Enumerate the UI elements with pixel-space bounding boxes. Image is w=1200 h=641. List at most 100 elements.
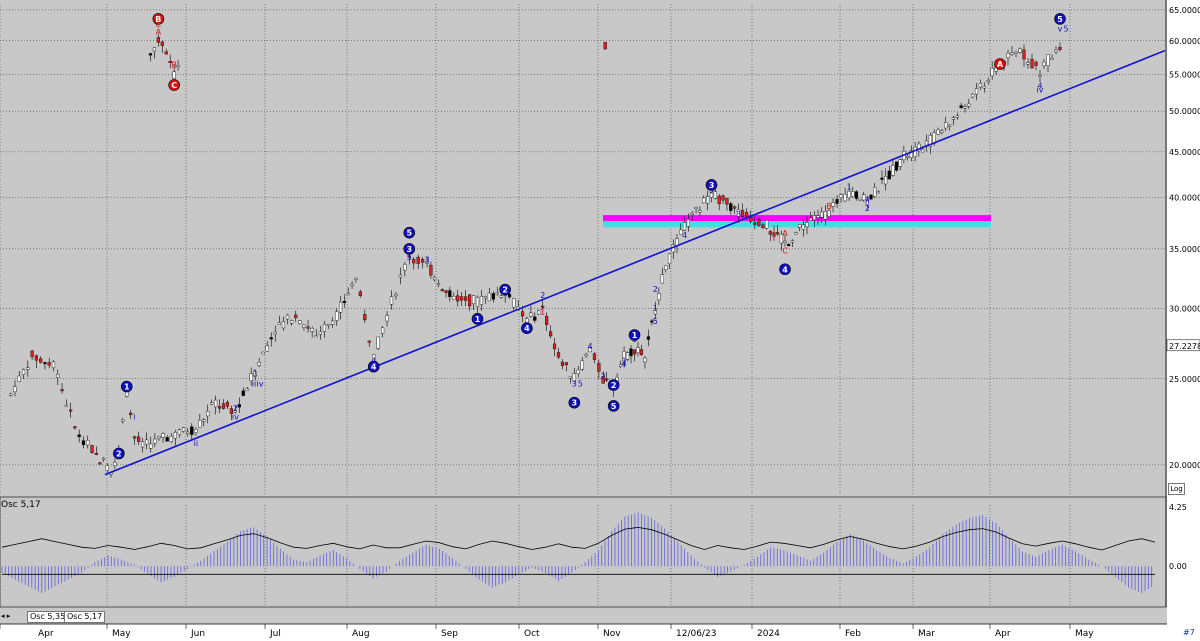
wave-label: 5 [578,380,583,389]
candle-body [835,199,839,204]
candle-body [51,361,56,369]
circled-wave-label: 2 [499,283,511,296]
candle-body [113,462,117,466]
candle-body [605,378,609,381]
candle-body [753,222,757,225]
wave-circle [607,379,620,391]
candle-body [342,301,347,303]
candle-body [81,440,86,445]
candle-body [298,320,302,324]
candle-body [650,320,654,323]
wave-circle-text: 4 [371,363,377,372]
wave-circle-text: 1 [475,315,481,324]
page-indicator: #7 [1183,628,1195,637]
circled-wave-label: 3 [403,243,416,255]
candle-body [285,314,290,320]
candle-body [990,68,994,77]
candle-body [801,224,805,230]
candle-body [1022,49,1026,60]
candle-body [39,358,43,363]
month-label: Sep [441,629,458,639]
candle-body [1046,54,1050,66]
current-price-box [1166,339,1200,352]
candle-body [153,438,157,444]
candle-body [749,216,753,222]
wave-circle-text: 2 [611,381,617,390]
candle-body [858,198,862,201]
candle-body [512,298,516,308]
candle-body [302,324,306,328]
candle-body [1050,57,1054,60]
month-label: Apr [995,629,1011,639]
wave-circle [403,243,416,255]
candle-body [809,217,813,221]
candle-body [779,234,783,244]
candle-body [552,343,557,350]
candle-body [740,210,745,217]
candle-body [253,371,257,377]
candle-body [265,345,269,352]
candle-body [86,439,90,446]
circled-wave-label: 2 [607,379,620,391]
circled-wave-label: C [168,79,180,91]
candle-body [102,457,106,460]
wave-label: 3 [736,210,741,219]
zone-cyan [603,221,991,228]
candle-body [736,209,741,217]
candle-body [483,296,488,299]
wave-label: 2 [540,291,545,300]
circled-wave-label: B [152,13,165,25]
wave-label: v [1058,24,1063,33]
candle-body [495,292,499,295]
candle-body [873,187,877,197]
wave-label: 2 [865,204,870,213]
candle-body [721,195,725,201]
wave-circle [168,79,180,91]
circled-wave-label: 3 [705,179,718,191]
wave-circle [1054,13,1066,25]
candle-body [917,143,921,152]
candle-body [94,452,98,455]
wave-circle [607,400,620,412]
candle-body [416,256,420,264]
candle-body [1030,58,1034,69]
tab-osc-5-35[interactable]: Osc 5,35 [27,611,69,623]
candle-body [717,195,721,205]
candle-body [1042,61,1046,66]
candle-body [660,274,664,284]
candle-body [456,295,460,302]
candle-body [560,361,565,366]
tab-scroll-arrows[interactable]: ◂ ▸ [1,612,11,620]
circled-wave-label: 3 [568,396,581,409]
candle-body [206,411,210,417]
candle-body [580,360,584,370]
candle-body [787,244,791,247]
month-label: 2024 [757,629,780,639]
candle-body [210,402,214,405]
wave-label: 1 [847,183,852,192]
candle-body [657,293,661,301]
candle-body [625,352,630,360]
wave-circle-text: 2 [502,286,508,295]
candle-body [636,347,640,354]
candle-body [887,170,891,180]
tab-osc-5-17[interactable]: Osc 5,17 [64,611,106,623]
month-label: Jun [190,629,205,639]
candle-body [452,296,456,300]
candle-body [816,215,820,218]
candle-body [978,82,982,88]
candle-body [682,222,687,231]
candle-body [156,37,160,43]
candle-body [148,53,153,56]
candle-body [862,194,866,201]
candle-body [757,219,761,226]
candle-body [869,194,873,200]
candle-body [306,326,310,329]
circled-wave-label: 1 [628,329,641,341]
log-scale-button[interactable]: Log [1168,483,1185,495]
candle-body [986,80,990,82]
wave-circle [499,283,511,296]
candle-body [632,349,637,355]
candle-body [176,65,180,68]
candle-body [149,443,153,449]
